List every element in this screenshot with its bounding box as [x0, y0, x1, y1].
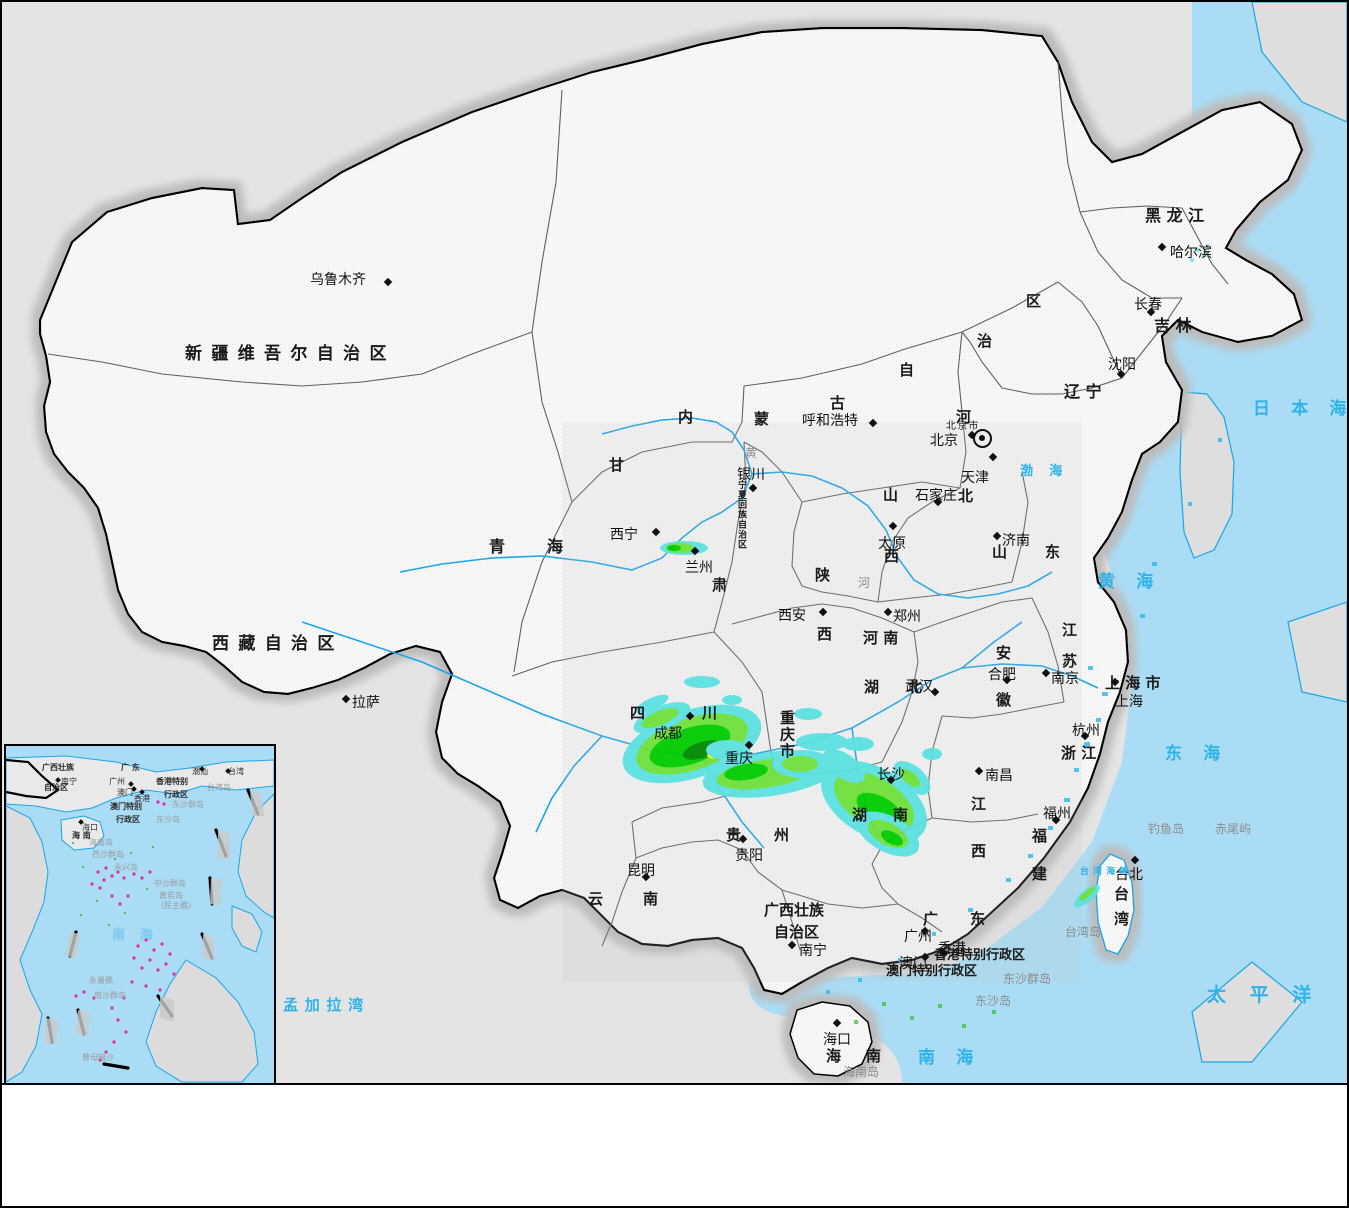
echo-harbin: [1190, 244, 1210, 262]
inset-island-markers: [74, 800, 176, 1062]
echo-lanzhou: [660, 541, 708, 555]
hainan-island: [789, 1001, 873, 1077]
legend-panel: 全国雷达拼图 [2025-01-10 23:42:00] [ 组合反射率 ] d…: [0, 1085, 1349, 1208]
inset-graphic: [6, 746, 274, 1083]
echo-sea-speckle: [854, 1002, 996, 1028]
echo-chongqing: [702, 740, 838, 798]
south-china-sea-inset-map[interactable]: 广西壮族 自治区广 东香港特别 行政区 澳门特别 行政区海 南南宁 广州 澳门 香港 海口 潮汕台…: [4, 744, 276, 1083]
map-panel[interactable]: 新疆维吾尔自治区 西藏自治区青海甘肃内蒙古自治区黑 龙 江吉 林辽 宁河北山西山东…: [0, 0, 1349, 1085]
taiwan-island: [1095, 853, 1135, 955]
echo-coastal-speckle: [826, 438, 1222, 994]
foreign-land: [1179, 2, 1347, 1063]
echo-hunan: [820, 749, 931, 857]
china-landmass: [38, 26, 1304, 996]
china-map-graphic: [2, 2, 1347, 1083]
echo-scattered-band: [684, 676, 942, 760]
radar-echo-layer: [562, 244, 1222, 1028]
echo-taiwan-strait: [1074, 884, 1100, 908]
